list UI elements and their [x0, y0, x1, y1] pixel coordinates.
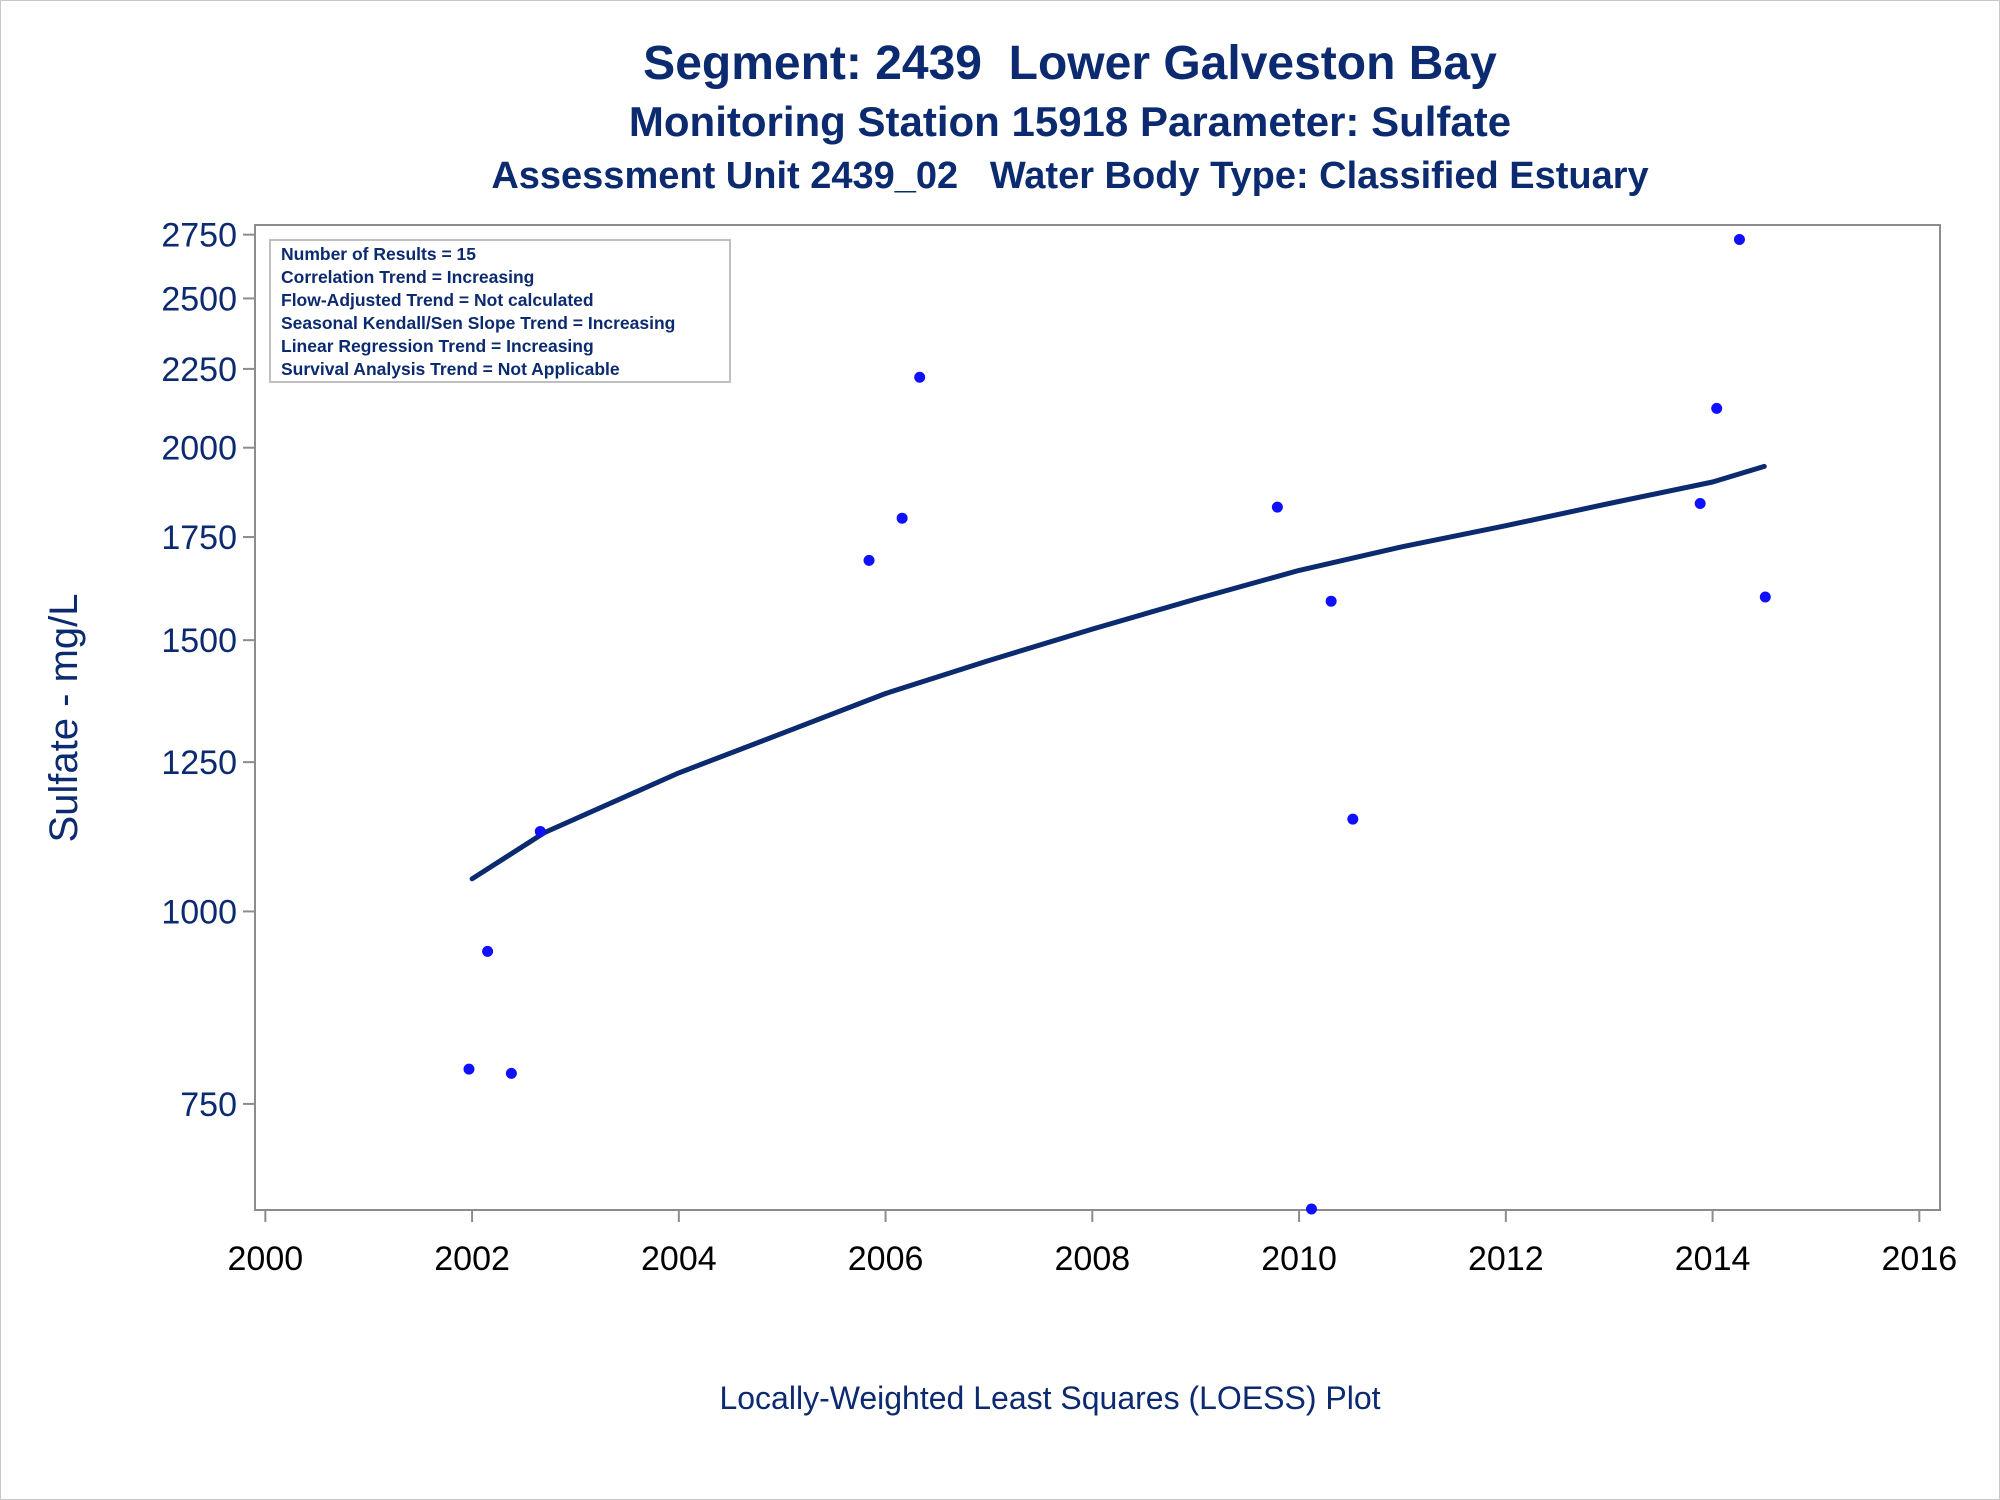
- data-point: [1694, 497, 1706, 509]
- data-point: [1325, 595, 1337, 607]
- y-tick-label: 2250: [161, 351, 237, 389]
- data-point: [534, 825, 546, 837]
- y-tick-label: 1750: [161, 519, 237, 557]
- chart-subtitle-station: Monitoring Station 15918 Parameter: Sulf…: [628, 98, 1512, 145]
- stats-line: Seasonal Kendall/Sen Slope Trend = Incre…: [281, 313, 675, 333]
- y-tick-label: 1000: [161, 893, 237, 931]
- y-axis: 750 1000 1250 1500 1750 2000 2250 2500 2750: [161, 217, 255, 1124]
- stats-box-border: [269, 239, 731, 383]
- x-tick-label: 2000: [228, 1240, 304, 1278]
- data-point: [1733, 234, 1745, 246]
- x-tick-label: 2014: [1675, 1240, 1751, 1278]
- x-axis: 2000 2002 2004 2006 2008 2010 2012 2014 2016: [228, 1210, 1958, 1278]
- data-point: [1271, 501, 1283, 513]
- chart-subtitle-assessment-unit: Assessment Unit 2439_02 Water Body Type:…: [491, 155, 1649, 197]
- y-axis-label: Sulfate - mg/L: [42, 593, 86, 842]
- stats-line: Survival Analysis Trend = Not Applicable: [281, 359, 620, 379]
- data-point: [482, 945, 494, 957]
- x-tick-label: 2004: [641, 1240, 717, 1278]
- y-tick-label: 2500: [161, 280, 237, 318]
- y-tick-label: 1500: [161, 622, 237, 660]
- y-tick-label: 2750: [161, 217, 237, 255]
- x-tick-label: 2008: [1055, 1240, 1131, 1278]
- chart-title: Segment: 2439 Lower Galveston Bay: [643, 37, 1497, 90]
- x-tick-label: 2012: [1468, 1240, 1544, 1278]
- data-point: [1711, 402, 1723, 414]
- data-point: [863, 554, 875, 566]
- plot-area: [254, 224, 1941, 1211]
- stats-line: Number of Results = 15: [281, 244, 476, 264]
- data-point: [1305, 1203, 1317, 1215]
- plot-footnote: Locally-Weighted Least Squares (LOESS) P…: [719, 1380, 1381, 1416]
- data-point: [463, 1063, 475, 1075]
- stats-line: Correlation Trend = Increasing: [281, 267, 534, 287]
- loess-curve-layer: [469, 463, 1767, 882]
- loess-curve: [469, 463, 1767, 882]
- x-tick-label: 2006: [848, 1240, 924, 1278]
- y-tick-label: 2000: [161, 430, 237, 468]
- y-tick-label: 1250: [161, 744, 237, 782]
- data-point: [1347, 813, 1359, 825]
- data-point: [1759, 591, 1771, 603]
- data-points-layer: [463, 234, 1771, 1215]
- x-tick-label: 2010: [1261, 1240, 1337, 1278]
- stats-line: Flow-Adjusted Trend = Not calculated: [281, 290, 594, 310]
- stats-line: Linear Regression Trend = Increasing: [281, 336, 594, 356]
- x-tick-label: 2016: [1882, 1240, 1958, 1278]
- data-point: [896, 512, 908, 524]
- y-tick-label: 750: [180, 1086, 237, 1124]
- x-tick-label: 2002: [434, 1240, 510, 1278]
- stats-box: Number of Results = 15 Correlation Trend…: [269, 239, 731, 383]
- data-point: [914, 371, 926, 383]
- data-point: [505, 1067, 517, 1079]
